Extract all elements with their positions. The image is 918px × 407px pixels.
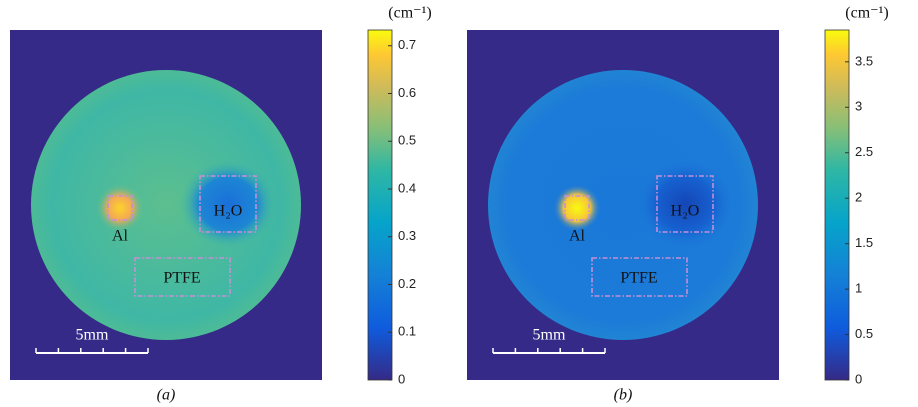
scale-label: 5mm bbox=[76, 327, 109, 344]
colorbar-tick-label: 0.1 bbox=[398, 324, 416, 339]
colorbar-tick-label: 2.5 bbox=[855, 144, 873, 159]
region-label: H₂O bbox=[214, 203, 243, 220]
colorbar-tick-label: 0.7 bbox=[398, 37, 416, 52]
al-insert bbox=[96, 184, 144, 232]
region-label: PTFE bbox=[620, 270, 657, 287]
colorbar-tick-label: 0.6 bbox=[398, 85, 416, 100]
region-label: PTFE bbox=[163, 270, 200, 287]
region-label: Al bbox=[112, 228, 129, 245]
colorbar-tick-label: 3 bbox=[855, 99, 862, 114]
al-insert bbox=[553, 184, 601, 232]
colorbar bbox=[368, 30, 392, 380]
colorbar-tick-label: 0.5 bbox=[855, 326, 873, 341]
colorbar bbox=[825, 30, 849, 380]
colorbar-tick-label: 1.5 bbox=[855, 235, 873, 250]
colorbar-tick-label: 0.4 bbox=[398, 180, 416, 195]
figure: Al H₂O PTFE 5mm (a) (cm⁻¹) 0 0.1 0.2 0.3 0.4 0.5 0.6… bbox=[0, 0, 918, 407]
region-label: H₂O bbox=[671, 203, 700, 220]
colorbar-tick-label: 1 bbox=[855, 281, 862, 296]
region-label: Al bbox=[569, 228, 586, 245]
caption: (a) bbox=[157, 387, 176, 404]
colorbar-tick-label: 2 bbox=[855, 190, 862, 205]
caption: (b) bbox=[614, 387, 633, 404]
colorbar-tick-label: 3.5 bbox=[855, 53, 873, 68]
colorbar-unit: (cm⁻¹) bbox=[845, 5, 888, 22]
colorbar-tick-label: 0 bbox=[398, 371, 405, 386]
colorbar-tick-label: 0 bbox=[855, 371, 862, 386]
colorbar-tick-label: 0.3 bbox=[398, 228, 416, 243]
colorbar-tick-label: 0.5 bbox=[398, 133, 416, 148]
colorbar-unit: (cm⁻¹) bbox=[388, 5, 431, 22]
scale-label: 5mm bbox=[533, 327, 566, 344]
colorbar-tick-label: 0.2 bbox=[398, 276, 416, 291]
